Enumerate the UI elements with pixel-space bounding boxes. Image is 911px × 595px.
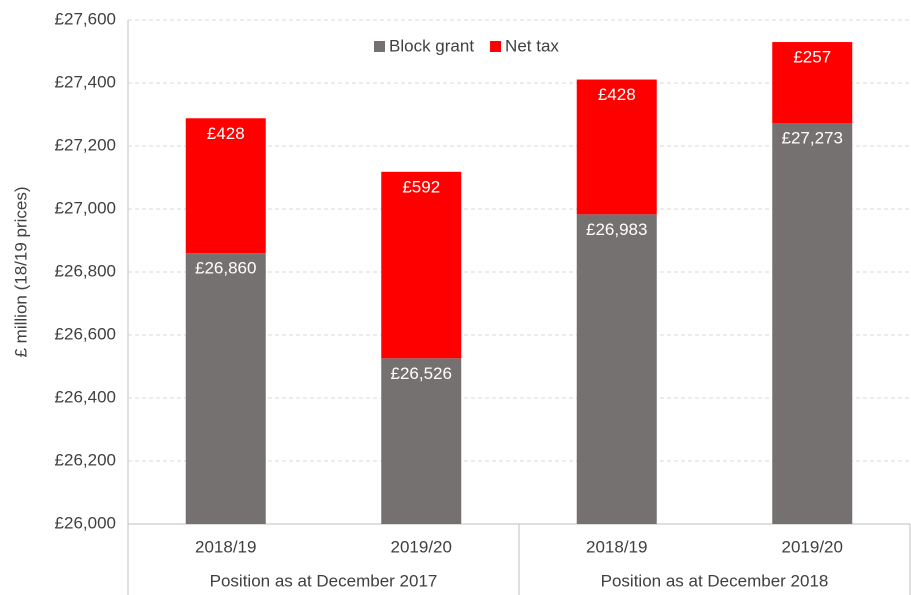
y-tick-label: £26,800: [55, 261, 116, 280]
y-tick-label: £27,400: [55, 72, 116, 91]
legend-swatch: [374, 41, 385, 52]
x-tick-label: 2019/20: [782, 537, 843, 556]
bar-segment: [576, 214, 657, 525]
data-label: £428: [207, 124, 245, 143]
bar-segment: [576, 79, 657, 215]
y-tick-label: £26,000: [55, 513, 116, 532]
data-label: £26,526: [391, 364, 452, 383]
y-tick-label: £27,000: [55, 198, 116, 217]
x-tick-label: 2019/20: [391, 537, 452, 556]
legend-swatch: [490, 41, 502, 52]
y-tick-label: £27,200: [55, 135, 116, 154]
data-label: £257: [793, 48, 831, 67]
y-axis-label: £ million (18/19 prices): [11, 186, 30, 357]
y-tick-label: £26,400: [55, 387, 116, 406]
bar-segment: [185, 253, 266, 524]
legend-label: Block grant: [389, 36, 474, 55]
data-label: £27,273: [782, 128, 843, 147]
data-label: £592: [402, 177, 440, 196]
data-label: £26,860: [195, 259, 256, 278]
y-tick-label: £27,600: [55, 9, 116, 28]
x-tick-label: 2018/19: [195, 537, 256, 556]
bar-segment: [381, 171, 462, 359]
y-tick-label: £26,600: [55, 324, 116, 343]
bar-segment: [772, 123, 853, 524]
data-label: £26,983: [586, 220, 647, 239]
bar-segment: [772, 42, 853, 124]
data-label: £428: [598, 85, 636, 104]
legend-label: Net tax: [505, 36, 559, 55]
group-label: Position as at December 2018: [601, 571, 829, 590]
bar-segment: [381, 358, 462, 524]
y-tick-label: £26,200: [55, 450, 116, 469]
group-label: Position as at December 2017: [210, 571, 438, 590]
x-tick-label: 2018/19: [586, 537, 647, 556]
bar-segment: [185, 118, 266, 254]
